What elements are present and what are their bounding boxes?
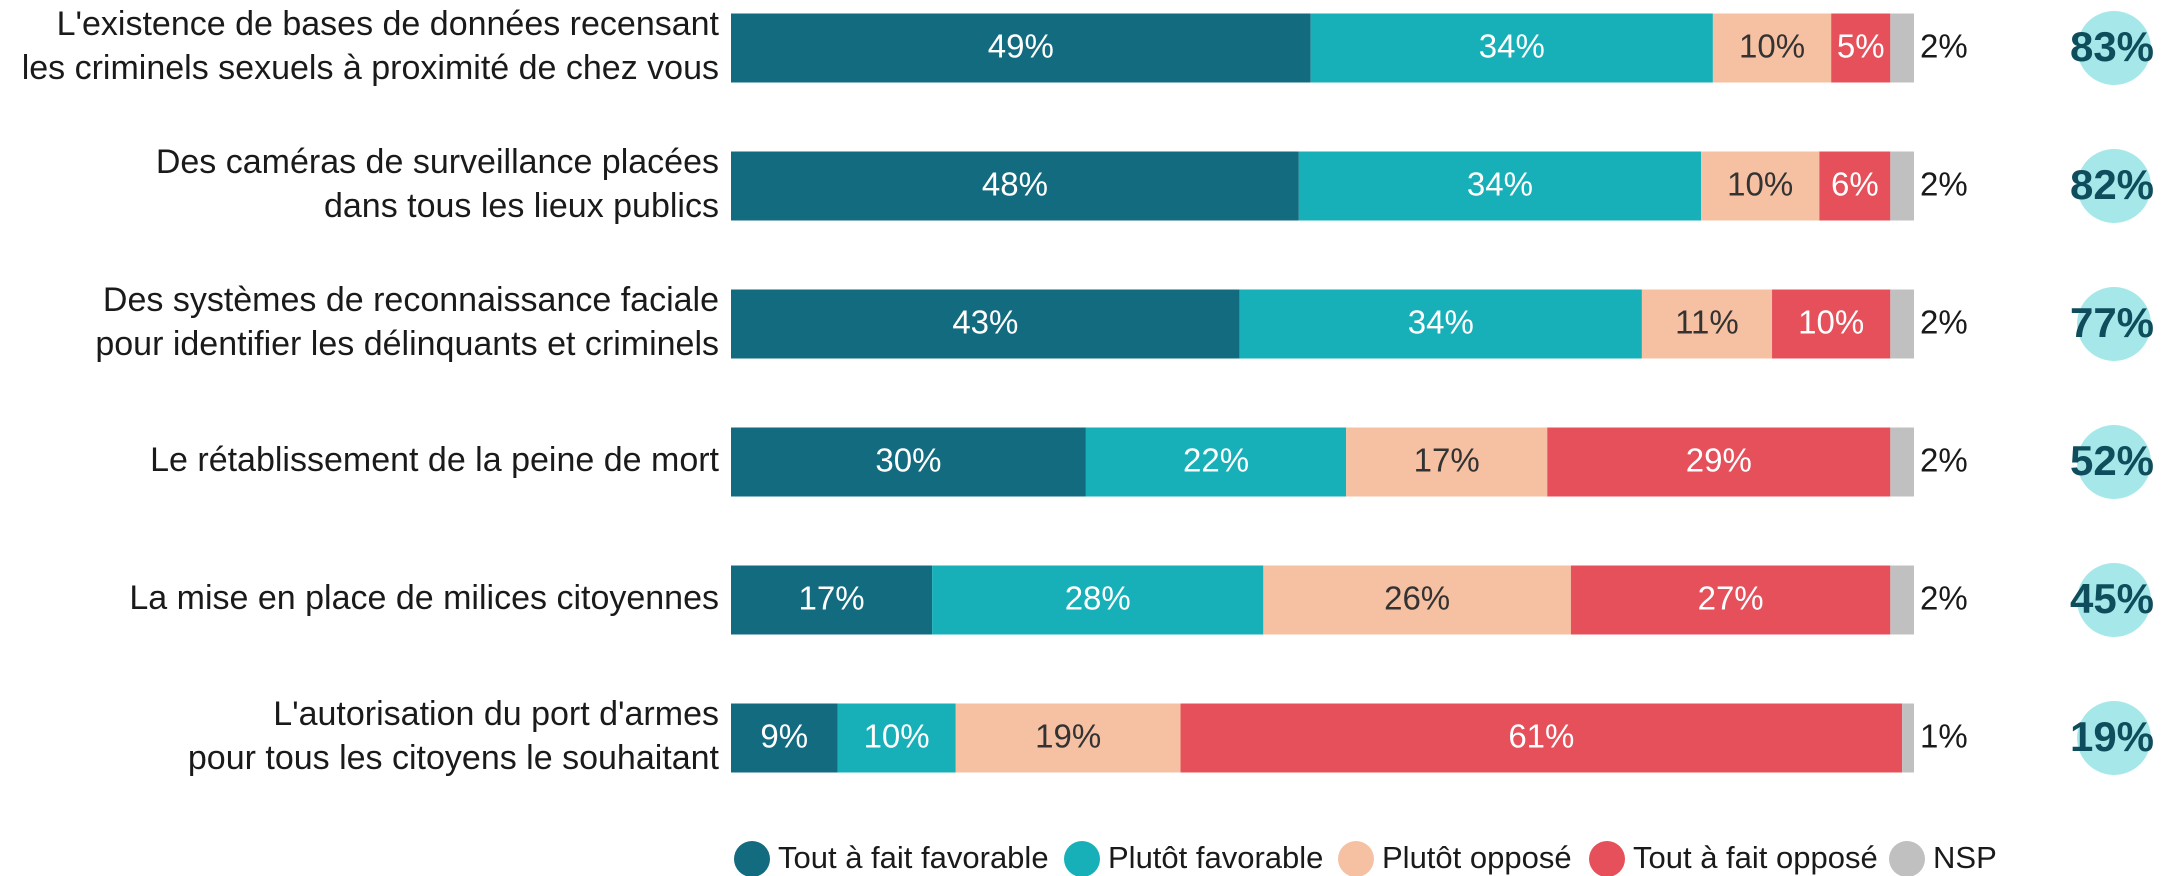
bar-segment [731, 13, 1311, 83]
legend-swatch [734, 841, 770, 876]
category-label: Le rétablissement de la peine de mort [150, 441, 719, 479]
value-label: 10% [1727, 166, 1793, 203]
value-label: 34% [1408, 304, 1474, 341]
value-label: 34% [1479, 28, 1545, 65]
bar-segment [1180, 703, 1903, 773]
value-label: 9% [760, 718, 808, 755]
bar-segment [1547, 427, 1891, 497]
bar-segment [731, 565, 933, 635]
bar-segment [1772, 289, 1891, 359]
value-label: 61% [1508, 718, 1574, 755]
bar-segment [1831, 13, 1891, 83]
bar-segment [837, 703, 956, 773]
value-label: 28% [1065, 580, 1131, 617]
bar-segment [1701, 151, 1820, 221]
bar-segment [1819, 151, 1891, 221]
legend-label: NSP [1933, 840, 1997, 875]
total-label: 19% [2070, 713, 2154, 760]
value-label: 1% [1920, 718, 1968, 755]
value-label: 2% [1920, 442, 1968, 479]
value-label: 2% [1920, 166, 1968, 203]
total-badge [2077, 287, 2151, 361]
value-label: 43% [952, 304, 1018, 341]
bar-segment [1902, 703, 1914, 773]
bar-segment [1890, 151, 1914, 221]
value-label: 30% [875, 442, 941, 479]
value-label: 17% [799, 580, 865, 617]
legend-label: Plutôt favorable [1108, 840, 1323, 875]
legend-label: Tout à fait opposé [1633, 840, 1878, 875]
value-label: 29% [1686, 442, 1752, 479]
value-label: 19% [1035, 718, 1101, 755]
bar-segment [731, 703, 838, 773]
total-badge [2077, 11, 2151, 85]
bar-segment [1641, 289, 1773, 359]
legend-swatch [1589, 841, 1625, 876]
value-label: 11% [1675, 304, 1739, 341]
category-label: pour identifier les délinquants et crimi… [95, 325, 719, 363]
value-label: 48% [982, 166, 1048, 203]
value-label: 2% [1920, 580, 1968, 617]
value-label: 2% [1920, 304, 1968, 341]
bar-segment [1298, 151, 1702, 221]
bar-segment [1570, 565, 1891, 635]
category-label: les criminels sexuels à proximité de che… [22, 49, 719, 87]
value-label: 49% [988, 28, 1054, 65]
value-label: 6% [1831, 166, 1879, 203]
bar-segment [731, 151, 1299, 221]
legend-swatch [1889, 841, 1925, 876]
value-label: 26% [1384, 580, 1450, 617]
category-label: dans tous les lieux publics [324, 187, 719, 225]
value-label: 2% [1920, 28, 1968, 65]
value-label: 22% [1183, 442, 1249, 479]
total-badge [2077, 701, 2151, 775]
bar-segment [1890, 565, 1914, 635]
bar-segment [731, 427, 1086, 497]
bar-segment [932, 565, 1264, 635]
bar-segment [1346, 427, 1548, 497]
category-label: L'existence de bases de données recensan… [57, 5, 720, 43]
category-label: L'autorisation du port d'armes [273, 695, 719, 733]
value-label: 10% [864, 718, 930, 755]
total-label: 52% [2070, 437, 2154, 484]
bar-segment [1310, 13, 1713, 83]
legend-swatch [1064, 841, 1100, 876]
value-label: 5% [1837, 28, 1885, 65]
total-badge [2077, 149, 2151, 223]
category-label: La mise en place de milices citoyennes [129, 579, 719, 617]
value-label: 34% [1467, 166, 1533, 203]
value-label: 27% [1698, 580, 1764, 617]
bar-segment [1890, 289, 1914, 359]
total-label: 45% [2070, 575, 2154, 622]
bar-segment [1890, 427, 1914, 497]
bar-segment [1085, 427, 1347, 497]
bar-segment [731, 289, 1240, 359]
legend-label: Plutôt opposé [1382, 840, 1572, 875]
value-label: 10% [1739, 28, 1805, 65]
legend-swatch [1338, 841, 1374, 876]
total-label: 83% [2070, 23, 2154, 70]
total-badge [2077, 425, 2151, 499]
bar-segment [955, 703, 1181, 773]
bar-segment [1712, 13, 1832, 83]
bar-segment [1263, 565, 1571, 635]
category-label: Des caméras de surveillance placées [156, 143, 719, 181]
bar-segment [1239, 289, 1642, 359]
total-label: 82% [2070, 161, 2154, 208]
bar-segment [1890, 13, 1914, 83]
category-label: Des systèmes de reconnaissance faciale [103, 281, 719, 319]
total-badge [2077, 563, 2151, 637]
total-label: 77% [2070, 299, 2154, 346]
legend-label: Tout à fait favorable [778, 840, 1049, 875]
value-label: 10% [1798, 304, 1864, 341]
value-label: 17% [1414, 442, 1480, 479]
category-label: pour tous les citoyens le souhaitant [188, 739, 720, 777]
